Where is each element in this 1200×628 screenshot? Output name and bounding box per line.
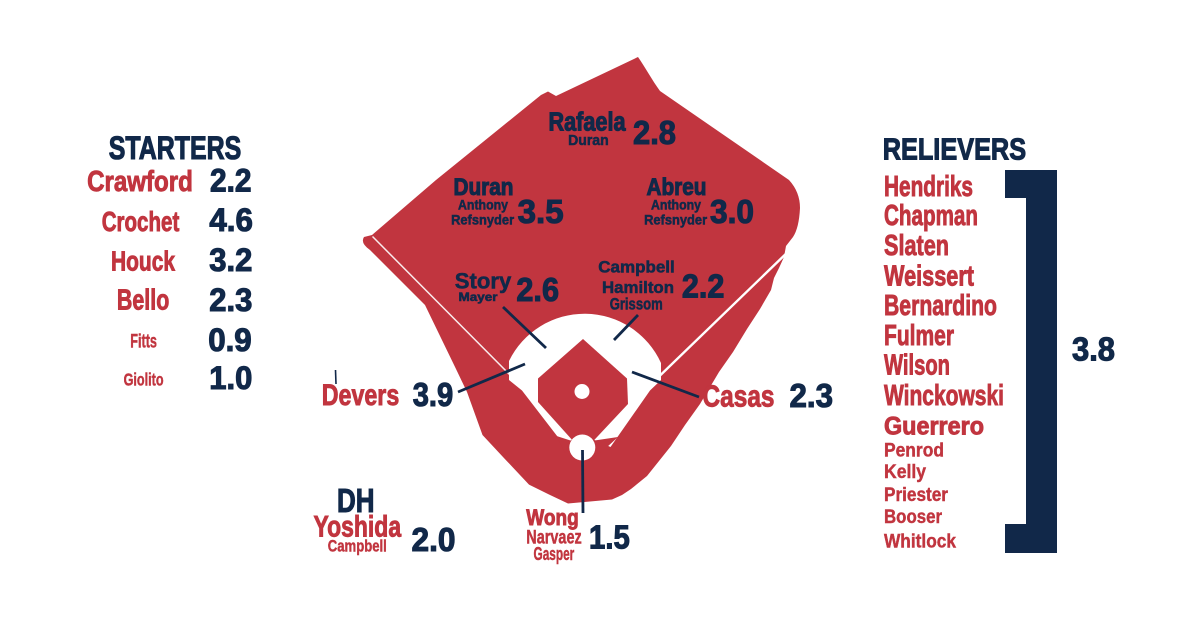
svg-text:Grissom: Grissom xyxy=(610,295,663,314)
svg-text:Slaten: Slaten xyxy=(884,230,949,262)
svg-text:1.5: 1.5 xyxy=(589,520,630,557)
svg-text:Gasper: Gasper xyxy=(534,544,575,564)
svg-text:Kelly: Kelly xyxy=(884,461,926,483)
svg-text:Narvaez: Narvaez xyxy=(526,527,582,549)
svg-text:Hamilton: Hamilton xyxy=(602,278,674,297)
svg-text:Bello: Bello xyxy=(117,285,169,317)
svg-text:Devers: Devers xyxy=(322,379,400,412)
svg-text:Mayer: Mayer xyxy=(459,292,499,304)
svg-text:Bernardino: Bernardino xyxy=(884,290,997,322)
svg-text:Weissert: Weissert xyxy=(884,261,974,293)
svg-text:3.0: 3.0 xyxy=(710,193,754,230)
svg-text:4.6: 4.6 xyxy=(209,202,253,238)
svg-text:Duran: Duran xyxy=(568,133,609,149)
svg-text:RELIEVERS: RELIEVERS xyxy=(883,132,1026,167)
svg-text:3.5: 3.5 xyxy=(518,193,564,230)
svg-text:Priester: Priester xyxy=(884,484,948,506)
svg-text:Guerrero: Guerrero xyxy=(884,413,984,441)
svg-text:Duran: Duran xyxy=(454,174,514,201)
svg-text:Fulmer: Fulmer xyxy=(884,320,954,352)
svg-text:3.2: 3.2 xyxy=(209,242,252,278)
svg-text:Crochet: Crochet xyxy=(102,206,180,237)
svg-text:Refsnyder: Refsnyder xyxy=(451,211,515,227)
svg-text:2.2: 2.2 xyxy=(210,163,252,199)
svg-text:Fitts: Fitts xyxy=(130,332,157,353)
svg-text:Anthony: Anthony xyxy=(458,197,508,213)
svg-text:Wilson: Wilson xyxy=(884,350,950,382)
svg-text:Penrod: Penrod xyxy=(884,440,944,462)
svg-text:2.2: 2.2 xyxy=(682,268,725,305)
svg-text:2.0: 2.0 xyxy=(412,522,456,559)
svg-text:3.8: 3.8 xyxy=(1072,332,1115,369)
svg-text:Houck: Houck xyxy=(111,246,175,277)
svg-text:STARTERS: STARTERS xyxy=(109,130,242,166)
svg-text:Chapman: Chapman xyxy=(884,200,978,232)
svg-text:0.9: 0.9 xyxy=(208,322,252,358)
svg-text:Casas: Casas xyxy=(703,378,775,413)
svg-text:Abreu: Abreu xyxy=(647,174,707,201)
svg-text:Campbell: Campbell xyxy=(328,537,387,556)
svg-text:DH: DH xyxy=(337,483,375,520)
svg-text:Campbell: Campbell xyxy=(598,258,675,277)
svg-text:Crawford: Crawford xyxy=(87,166,193,198)
svg-text:2.3: 2.3 xyxy=(209,282,252,318)
svg-text:Story: Story xyxy=(455,268,512,293)
svg-text:Yoshida: Yoshida xyxy=(314,511,402,544)
svg-text:2.6: 2.6 xyxy=(516,271,559,308)
svg-text:Winckowski: Winckowski xyxy=(884,380,1004,412)
svg-text:Refsnyder: Refsnyder xyxy=(644,211,708,227)
svg-text:2.3: 2.3 xyxy=(790,377,834,414)
svg-text:Wong: Wong xyxy=(526,505,579,530)
svg-text:2.8: 2.8 xyxy=(633,114,676,151)
svg-text:1.0: 1.0 xyxy=(209,360,252,396)
svg-text:Giolito: Giolito xyxy=(124,370,164,390)
svg-text:3.9: 3.9 xyxy=(413,376,454,413)
svg-text:Booser: Booser xyxy=(884,506,942,528)
svg-text:Hendriks: Hendriks xyxy=(884,171,973,203)
svg-text:Anthony: Anthony xyxy=(651,197,701,213)
svg-text:Rafaela: Rafaela xyxy=(549,108,627,136)
svg-text:Whitlock: Whitlock xyxy=(884,530,956,552)
